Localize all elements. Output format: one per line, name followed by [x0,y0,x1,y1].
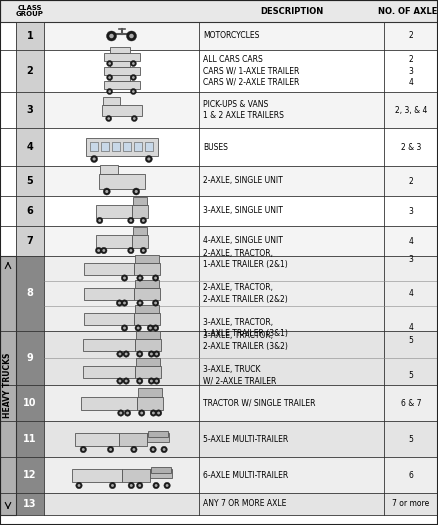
Text: 7 or more: 7 or more [392,499,430,509]
Bar [84,312,134,324]
Text: 1: 1 [27,31,33,41]
Circle shape [154,327,157,330]
Bar [135,331,159,339]
Bar [16,166,44,196]
Text: HEAVY TRUCKS: HEAVY TRUCKS [4,353,13,418]
Text: 7: 7 [27,236,33,246]
Circle shape [109,34,114,38]
Bar [119,433,146,446]
Circle shape [148,351,155,357]
Bar [81,396,137,410]
Text: 3-AXLE, SINGLE UNIT: 3-AXLE, SINGLE UNIT [203,206,283,215]
Bar [134,339,160,351]
Bar [16,196,44,226]
Circle shape [128,482,134,489]
Circle shape [82,448,85,451]
Circle shape [147,325,154,331]
Circle shape [129,249,132,252]
Circle shape [119,353,121,355]
Bar [148,431,167,437]
Circle shape [106,75,113,80]
Bar [95,235,131,247]
Circle shape [130,484,133,487]
Circle shape [78,484,81,487]
Bar [110,61,130,67]
Bar [16,128,44,166]
Bar [123,142,131,151]
Circle shape [150,446,156,453]
Bar [134,312,159,324]
Circle shape [138,380,141,382]
Bar [16,421,438,457]
Circle shape [96,217,103,224]
Bar [89,142,98,151]
Text: CLASS
GROUP: CLASS GROUP [16,5,44,17]
Circle shape [107,117,110,120]
Circle shape [110,482,116,489]
Text: 6: 6 [27,206,33,216]
Bar [16,385,44,421]
Text: ALL CARS CARS
CARS W/ 1-AXLE TRAILER
CARS W/ 2-AXLE TRAILER: ALL CARS CARS CARS W/ 1-AXLE TRAILER CAR… [203,55,300,87]
Circle shape [150,353,153,355]
Bar [16,166,438,196]
Circle shape [109,448,112,451]
Bar [100,142,109,151]
Text: 2-AXLE, TRACTOR,
1-AXLE TRAILER (2&1)

2-AXLE, TRACTOR,
2-AXLE TRAILER (2&2)

3-: 2-AXLE, TRACTOR, 1-AXLE TRAILER (2&1) 2-… [203,249,288,338]
Circle shape [166,484,169,487]
Circle shape [137,482,143,489]
Bar [110,47,130,53]
Text: 3: 3 [409,206,413,215]
Bar [137,396,162,410]
Text: BUSES: BUSES [203,142,228,152]
Circle shape [140,247,147,254]
Circle shape [101,247,107,254]
Bar [134,255,159,262]
Circle shape [95,247,102,254]
Circle shape [135,325,141,331]
Circle shape [123,378,129,384]
Circle shape [111,484,114,487]
Bar [133,227,146,235]
Circle shape [123,327,126,330]
Circle shape [152,275,159,281]
Text: 6-AXLE MULTI-TRAILER: 6-AXLE MULTI-TRAILER [203,470,288,479]
Bar [16,493,438,515]
Bar [103,53,139,61]
Bar [146,433,169,442]
Bar [100,165,118,173]
Circle shape [120,412,122,414]
Circle shape [105,190,108,193]
Text: 3-AXLE, TRACTOR,
2-AXLE TRAILER (3&2)

3-AXLE, TRUCK
W/ 2-AXLE TRAILER: 3-AXLE, TRACTOR, 2-AXLE TRAILER (3&2) 3-… [203,331,288,385]
Circle shape [118,301,121,304]
Bar [16,92,438,128]
Circle shape [153,351,160,357]
Circle shape [121,275,128,281]
Circle shape [154,301,157,304]
Circle shape [127,31,137,41]
Circle shape [106,116,112,121]
Circle shape [92,158,96,161]
Bar [134,262,159,275]
Text: 12: 12 [23,470,37,480]
Bar [112,142,120,151]
Circle shape [155,410,162,416]
Bar [134,365,160,377]
Bar [131,205,148,217]
Circle shape [121,325,128,331]
Text: 13: 13 [23,499,37,509]
Circle shape [124,410,131,416]
Circle shape [137,300,143,306]
Circle shape [153,482,159,489]
Circle shape [150,410,157,416]
Circle shape [138,301,141,304]
Circle shape [147,158,150,161]
Bar [82,365,134,377]
Circle shape [132,76,135,79]
Circle shape [121,300,128,306]
Circle shape [119,380,121,382]
Circle shape [154,277,157,279]
Circle shape [107,446,114,453]
Text: 2: 2 [409,32,413,40]
Bar [134,280,159,288]
Text: NO. OF AXLES: NO. OF AXLES [378,6,438,16]
